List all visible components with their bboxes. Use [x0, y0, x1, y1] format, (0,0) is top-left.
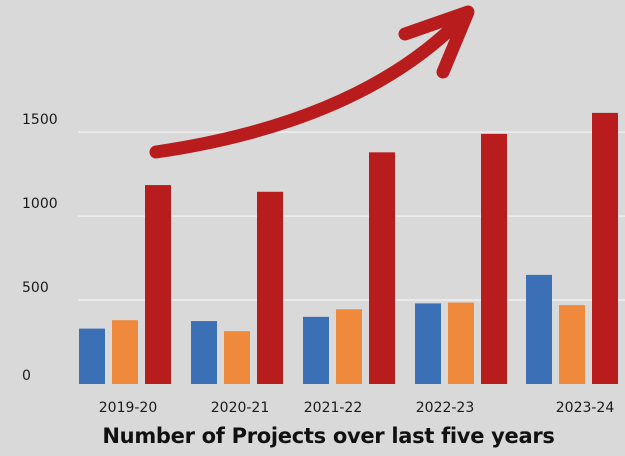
y-tick-label: 0 [22, 368, 31, 384]
x-category-label: 2022-23 [416, 400, 475, 416]
bar [369, 152, 395, 384]
bar [79, 329, 105, 384]
trend-arrow [156, 12, 468, 152]
bar [336, 309, 362, 384]
x-axis-category-labels: 2019-20 2020-21 2021-22 2022-23 2023-24 [99, 400, 615, 416]
bar [481, 134, 507, 384]
chart-title: Number of Projects over last five years [0, 424, 625, 448]
bar [592, 113, 618, 384]
y-tick-label: 500 [22, 280, 49, 296]
bar [526, 275, 552, 384]
bar [415, 303, 441, 384]
y-axis-tick-labels: 0 500 1000 1500 [22, 112, 58, 384]
bar [112, 320, 138, 384]
bar [448, 303, 474, 384]
bar [191, 321, 217, 384]
x-category-label: 2020-21 [211, 400, 270, 416]
bar [224, 331, 250, 384]
bar [303, 317, 329, 384]
bar [257, 192, 283, 384]
x-category-label: 2019-20 [99, 400, 158, 416]
x-category-label: 2021-22 [304, 400, 363, 416]
y-tick-label: 1500 [22, 112, 58, 128]
y-tick-label: 1000 [22, 196, 58, 212]
x-category-label: 2023-24 [556, 400, 615, 416]
bar [559, 305, 585, 384]
bar [145, 185, 171, 384]
